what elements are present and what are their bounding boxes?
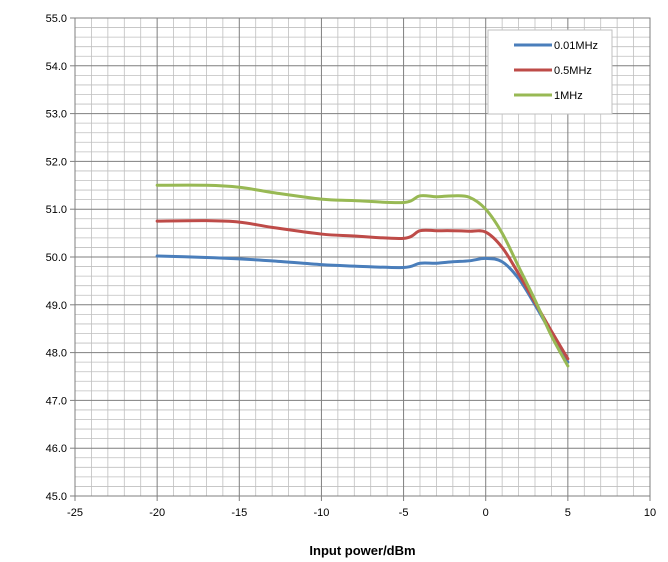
x-axis-ticks: -25 -20 -15 -10 -5 0 5 10: [67, 496, 656, 519]
y-tick-label: 49.0: [46, 300, 67, 312]
y-tick-label: 53.0: [46, 109, 67, 121]
series-line-0-5mhz: [155, 219, 570, 361]
series-line-0-01mhz: [155, 254, 570, 364]
x-tick-label: -25: [67, 507, 83, 519]
x-tick-label: 10: [644, 507, 656, 519]
legend-label: 1MHz: [554, 90, 583, 102]
y-tick-label: 55.0: [46, 13, 67, 25]
y-tick-label: 45.0: [46, 491, 67, 503]
x-tick-label: 5: [565, 507, 571, 519]
y-tick-label: 51.0: [46, 204, 67, 216]
grid: [74, 17, 651, 497]
legend: 0.01MHz 0.5MHz 1MHz: [487, 29, 613, 115]
y-tick-label: 48.0: [46, 348, 67, 360]
series-lines: [155, 183, 570, 368]
y-tick-label: 46.0: [46, 443, 67, 455]
x-tick-label: 0: [483, 507, 489, 519]
x-axis-title: Input power/dBm: [309, 543, 415, 558]
x-tick-label: -20: [149, 507, 165, 519]
y-tick-label: 54.0: [46, 61, 67, 73]
y-tick-label: 50.0: [46, 252, 67, 264]
series-line-1mhz: [155, 183, 570, 368]
legend-label: 0.01MHz: [554, 40, 598, 52]
legend-label: 0.5MHz: [554, 65, 592, 77]
y-axis-ticks: 45.0 46.0 47.0 48.0 49.0 50.0 51.0 52.0 53.0 54.0…: [46, 13, 75, 503]
x-tick-label: -15: [231, 507, 247, 519]
x-tick-label: -5: [399, 507, 409, 519]
x-tick-label: -10: [313, 507, 329, 519]
y-tick-label: 47.0: [46, 395, 67, 407]
y-tick-label: 52.0: [46, 156, 67, 168]
